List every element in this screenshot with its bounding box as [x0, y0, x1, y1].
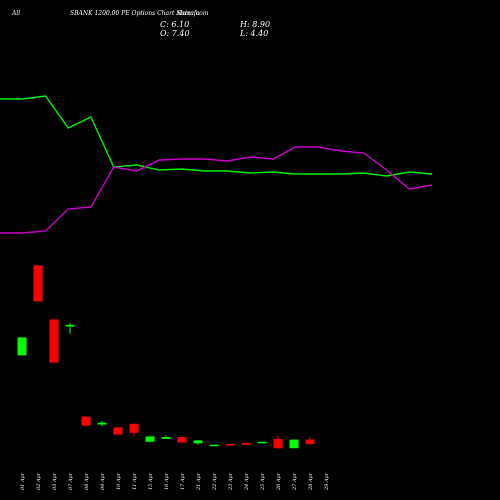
- x-tick-label: 11 Apr: [132, 472, 138, 490]
- x-tick-label: 01 Apr: [20, 472, 26, 490]
- candles: [17, 265, 315, 449]
- x-tick-label: 22 Apr: [212, 472, 218, 491]
- indicator-lines: [0, 95, 433, 234]
- candle-body: [17, 337, 27, 356]
- candle-body: [33, 265, 43, 302]
- open-price-label: O: 7.40: [160, 29, 190, 38]
- series-line-green: [0, 95, 433, 177]
- candle-body: [273, 438, 283, 449]
- x-tick-label: 29 Apr: [324, 472, 330, 491]
- candle-body: [113, 427, 123, 435]
- candle-body: [49, 319, 59, 363]
- x-tick-label: 26 Apr: [276, 472, 282, 491]
- x-tick-label: 07 Apr: [68, 472, 74, 490]
- x-tick-label: 02 Apr: [36, 472, 42, 490]
- series-line-magenta: [0, 146, 433, 234]
- high-price-label: H: 8.90: [239, 20, 270, 29]
- watermark-text: Sutra.com: [177, 10, 209, 17]
- x-tick-label: 16 Apr: [164, 472, 170, 490]
- candle-body: [161, 437, 171, 439]
- x-tick-label: 09 Apr: [100, 472, 106, 490]
- candle-body: [257, 441, 267, 444]
- close-price-label: C: 6.10: [160, 20, 189, 29]
- candle-body: [145, 436, 155, 442]
- candle-body: [305, 439, 315, 444]
- candle-body: [241, 442, 251, 445]
- x-tick-label: 25 Apr: [260, 472, 266, 491]
- chart-title: SBANK 1200.00 PE Options Chart Munafa: [70, 10, 200, 17]
- candle-body: [97, 422, 107, 425]
- x-tick-label: 08 Apr: [84, 472, 90, 490]
- low-price-label: L: 4.40: [239, 29, 268, 38]
- candle-body: [289, 439, 299, 449]
- candle-body: [81, 416, 91, 426]
- x-tick-label: 10 Apr: [116, 472, 122, 490]
- x-tick-label: 15 Apr: [148, 472, 154, 490]
- x-tick-label: 27 Apr: [292, 472, 298, 491]
- x-tick-label: 23 Apr: [228, 472, 234, 491]
- x-tick-label: 24 Apr: [244, 472, 250, 491]
- candle-body: [65, 324, 75, 327]
- x-tick-label: 03 Apr: [52, 472, 58, 490]
- symbol-label: All: [11, 10, 20, 17]
- candle-body: [209, 444, 219, 447]
- candle-body: [129, 423, 139, 433]
- x-tick-label: 21 Apr: [196, 472, 202, 491]
- x-tick-label: 28 Apr: [308, 472, 314, 491]
- x-tick-label: 17 Apr: [180, 472, 186, 490]
- candle-body: [225, 444, 235, 446]
- candle-body: [177, 437, 187, 443]
- candle-body: [193, 440, 203, 444]
- x-axis-ticks: 01 Apr 02 Apr 03 Apr 07 Apr 08 Apr 09 Apr 10 A…: [20, 472, 330, 491]
